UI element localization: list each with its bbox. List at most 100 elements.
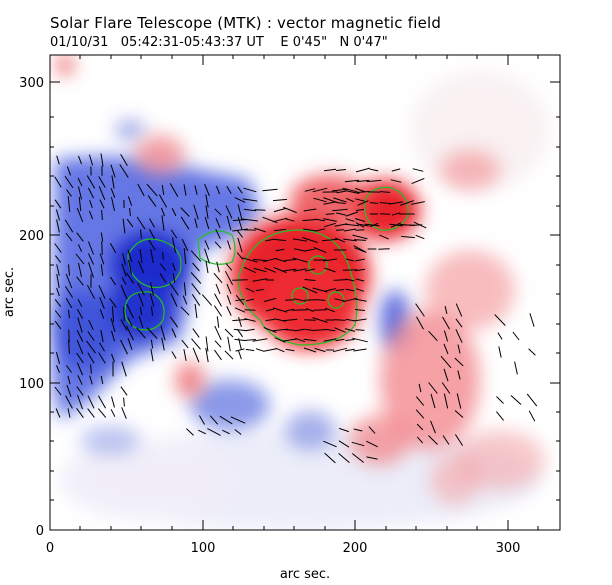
vector-dash: [180, 306, 190, 316]
vector-dash: [510, 395, 522, 405]
vector-dash: [172, 237, 176, 253]
vector-dash: [335, 229, 345, 231]
vector-dash: [68, 339, 70, 355]
vector-dash: [272, 198, 288, 202]
vector-dash: [100, 375, 104, 385]
vector-dash: [336, 212, 346, 216]
vector-dash: [204, 183, 210, 197]
vector-dash: [66, 189, 72, 197]
vector-dash: [273, 207, 287, 213]
vector-dash: [314, 228, 326, 232]
vector-dash: [343, 228, 357, 232]
vector-dash: [136, 327, 146, 339]
vector-dash: [262, 188, 278, 192]
vector-dash: [193, 204, 199, 220]
vector-dash: [415, 303, 425, 317]
vector-dash: [205, 194, 209, 208]
vector-dash: [149, 293, 155, 307]
vector-dash: [313, 247, 327, 253]
vector-dash: [191, 283, 201, 295]
vector-dash: [274, 337, 286, 343]
vector-dash: [369, 202, 379, 204]
vector-dash: [192, 347, 200, 363]
plot-frame: [49, 54, 561, 531]
vector-dash: [213, 305, 223, 317]
vector-dash: [283, 268, 297, 272]
vector-dash: [225, 263, 233, 271]
vector-dash: [99, 253, 105, 265]
vector-dash: [67, 196, 71, 212]
vector-dash: [77, 375, 83, 385]
vector-dash: [194, 185, 198, 195]
vector-dash: [160, 207, 166, 217]
vector-dash: [55, 408, 61, 418]
vector-dash: [227, 240, 231, 250]
vector-dash: [98, 176, 106, 188]
vector-dash: [213, 272, 223, 284]
vector-dash: [428, 435, 438, 445]
vector-dash: [388, 201, 404, 205]
vector-dash: [294, 298, 306, 302]
vector-dash: [303, 347, 317, 353]
vector-dash: [356, 288, 364, 292]
vector-dash: [323, 168, 337, 172]
y-axis-label: arc sec.: [2, 267, 17, 317]
vector-dash: [237, 216, 243, 230]
vector-dash: [379, 191, 391, 193]
vector-dash: [273, 238, 287, 242]
vector-dash: [56, 287, 60, 297]
vector-dash: [146, 327, 158, 339]
vector-dash: [323, 258, 337, 262]
x-tick-0: 0: [46, 541, 54, 556]
vector-dash: [201, 294, 213, 306]
vector-dash: [379, 202, 391, 204]
vector-dash: [235, 298, 245, 302]
x-axis-label: arc sec.: [280, 567, 330, 582]
vector-dash: [120, 153, 128, 167]
vector-dash: [455, 318, 463, 328]
vector-dash: [416, 316, 424, 330]
vector-dash: [244, 318, 256, 322]
vector-dash: [264, 267, 276, 273]
vector-dash: [226, 295, 232, 305]
vector-dash: [225, 205, 233, 219]
vector-dash: [391, 212, 401, 216]
vector-dash: [355, 222, 365, 228]
vector-field: [54, 153, 538, 464]
vector-dash: [137, 183, 145, 197]
vector-dash: [292, 257, 308, 263]
vector-dash: [76, 330, 84, 342]
vector-dash: [234, 307, 246, 313]
vector-dash: [305, 328, 315, 332]
vector-dash: [353, 428, 363, 432]
vector-dash: [338, 440, 350, 448]
vector-dash: [235, 348, 245, 352]
vector-dash: [430, 393, 436, 409]
vector-dash: [65, 297, 73, 309]
vector-dash: [64, 175, 74, 189]
vector-dash: [285, 299, 295, 301]
vector-dash: [77, 177, 83, 187]
vector-dash: [283, 206, 297, 214]
vector-dash: [226, 306, 232, 316]
vector-dash: [172, 273, 176, 283]
vector-dash: [86, 284, 96, 300]
vector-dash: [255, 288, 265, 292]
vector-dash: [355, 187, 365, 193]
vector-dash: [110, 317, 116, 333]
vector-dash: [76, 276, 84, 286]
vector-dash: [150, 348, 154, 362]
vector-dash: [238, 316, 242, 328]
vector-dash: [86, 340, 96, 354]
vector-dash: [355, 209, 365, 211]
vector-dash: [87, 352, 95, 364]
vector-dash: [400, 224, 416, 226]
vector-dash: [369, 168, 379, 172]
vector-dash: [314, 347, 326, 353]
vector-dash: [111, 197, 115, 211]
vector-dash: [304, 279, 316, 281]
vector-dash: [232, 318, 248, 322]
vector-dash: [123, 397, 125, 407]
vector-dash: [345, 348, 355, 352]
vector-dash: [100, 329, 104, 343]
